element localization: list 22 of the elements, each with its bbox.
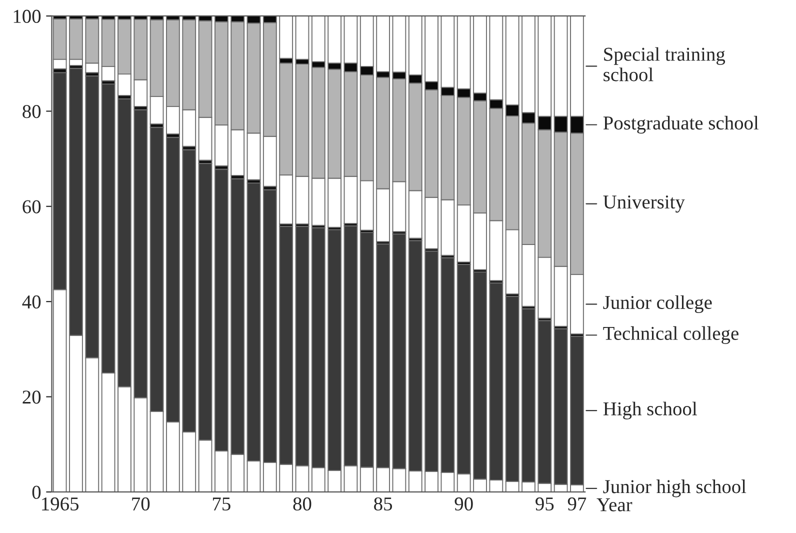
x-tick-label: 90 [454, 497, 473, 511]
x-tick-label: 97 [568, 497, 586, 511]
series-label: Junior high school [603, 480, 746, 498]
x-tick-label: 70 [132, 497, 150, 511]
x-axis-title: Year [596, 498, 632, 512]
x-tick-label: 85 [374, 497, 392, 511]
y-tick-label: 80 [22, 105, 41, 118]
series-label: Postgraduate school [603, 116, 759, 134]
series-label: High school [603, 402, 697, 420]
series-label: University [603, 196, 685, 213]
y-tick-label: 100 [14, 10, 41, 23]
y-tick-label: 0 [32, 486, 41, 499]
x-tick-label: 80 [293, 497, 312, 511]
series-label: Special training school [604, 47, 726, 82]
series-label: Junior college [603, 295, 712, 314]
y-tick-label: 60 [22, 200, 41, 214]
x-tick-label: 95 [536, 497, 554, 511]
y-tick-label: 40 [22, 295, 41, 309]
y-tick-label: 20 [22, 390, 41, 404]
series-label: Technical college [603, 326, 738, 344]
x-tick-label: 1965 [42, 497, 79, 511]
x-tick-label: 75 [212, 498, 230, 511]
